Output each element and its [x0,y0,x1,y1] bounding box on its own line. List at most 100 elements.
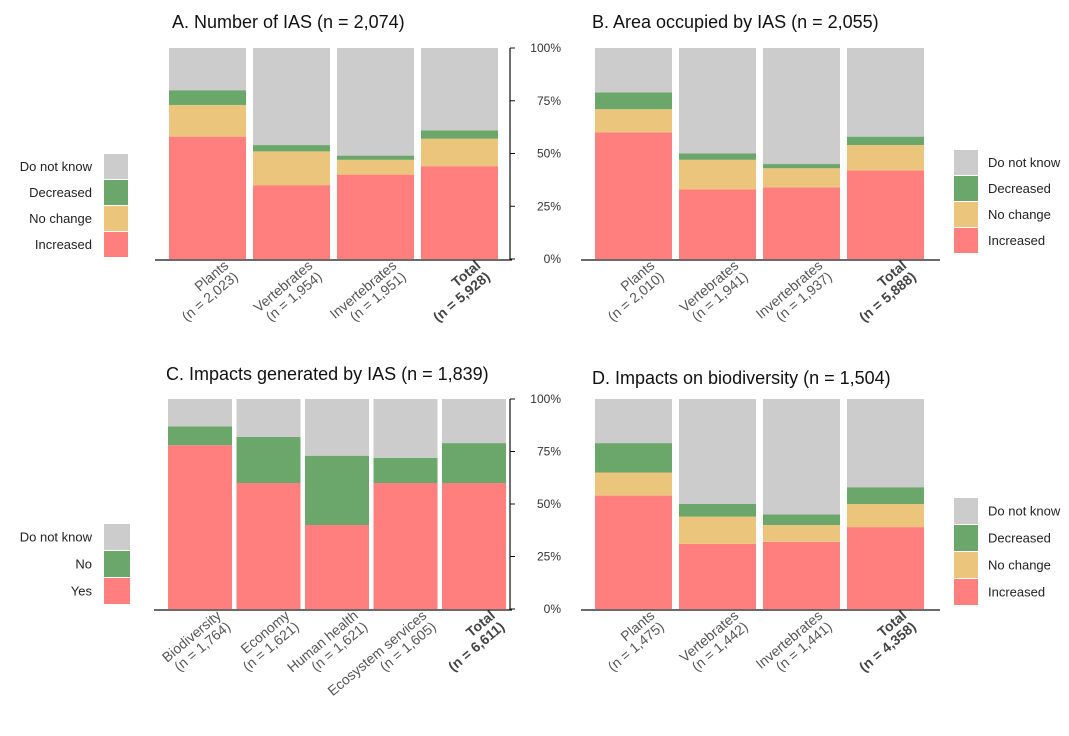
bar-segment-decreased [253,145,330,152]
bar-segment-no-change [847,145,924,171]
y-tick-label: 100% [530,41,561,55]
bar-segment-decreased [763,164,840,169]
bar-segment-do-not-know [847,48,924,137]
category-label: Invertebrates(n = 1,951) [327,257,409,333]
bar-segment-decreased [595,443,672,473]
bar-segment-no-change [679,159,756,190]
bar-segment-increased [763,187,840,259]
bar-segment-do-not-know [421,48,498,131]
bar-segment-no [236,436,301,483]
legend: Yes No Do not know [20,524,130,604]
legend: Increased No change Decreased Do not know [954,150,1061,253]
y-tick-label: 100% [530,392,561,406]
bar-segment-yes [168,445,232,609]
legend-label: No change [29,211,92,226]
bar-segment-increased [847,170,924,259]
bar-segment-increased [763,541,840,609]
category-label: Plants(n = 2,023) [169,257,241,324]
bar-segment-no-change [763,525,840,542]
bar-segment-no-change [421,138,498,167]
legend-swatch [104,180,128,205]
bar-segment-do-not-know [373,399,438,458]
legend-swatch [954,176,978,201]
legend-label: Do not know [988,155,1061,170]
legend-label: Increased [35,237,92,252]
legend-label: Yes [71,584,93,599]
bar-segment-do-not-know [305,399,369,456]
legend-label: Decreased [988,531,1051,546]
bar-segment-do-not-know [253,48,330,146]
bar-segment-decreased [595,92,672,110]
y-tick-label: 50% [537,147,561,161]
bar-segment-no [305,455,369,525]
bar-segment-no-change [679,516,756,544]
legend-label: Do not know [988,504,1061,519]
y-tick-label: 0% [544,252,562,266]
bar-segment-yes [373,483,438,609]
chart-panel-b: B. Area occupied by IAS (n = 2,055) Plant… [581,12,1061,333]
category-label: Vertebrates(n = 1,442) [676,607,751,677]
category-label: Total(n = 4,358) [846,607,918,675]
bar-segment-decreased [847,136,924,146]
bar-segment-do-not-know [763,48,840,165]
bar-segment-do-not-know [679,399,756,504]
category-label: Invertebrates(n = 1,441) [753,607,835,683]
legend-label: Do not know [20,530,93,545]
bar-segment-yes [305,525,369,609]
legend-label: Increased [988,585,1045,600]
category-label: Vertebrates(n = 1,954) [250,257,325,327]
bar-segment-increased [421,166,498,259]
bar-segment-decreased [679,504,756,517]
legend-swatch [954,579,978,605]
legend-label: No [75,557,92,572]
bar-segment-do-not-know [679,48,756,154]
category-label: Invertebrates(n = 1,937) [753,257,835,333]
bar-segment-increased [595,495,672,609]
bar-segment-no-change [595,472,672,496]
bar-segment-no [442,443,506,483]
bar-segment-decreased [763,514,840,525]
bar-segment-do-not-know [763,399,840,515]
chart-title: A. Number of IAS (n = 2,074) [172,12,405,32]
legend-swatch [954,228,978,253]
chart-title: B. Area occupied by IAS (n = 2,055) [592,12,879,32]
chart-title: C. Impacts generated by IAS (n = 1,839) [166,364,489,384]
legend-swatch [104,232,128,257]
bar-segment-no-change [169,104,246,137]
bar-segment-decreased [679,153,756,160]
category-label: Plants(n = 1,475) [595,607,667,674]
bar-segment-no [373,457,438,483]
bar-segment-no [168,426,232,446]
y-tick-label: 50% [537,497,561,511]
y-tick-label: 25% [537,550,561,564]
legend-swatch [954,150,978,175]
legend: Increased No change Decreased Do not know [954,498,1061,605]
bar-segment-increased [595,132,672,259]
bar-segment-yes [442,483,506,609]
bar-segment-decreased [847,487,924,504]
legend-swatch [954,525,978,551]
bar-segment-increased [169,136,246,259]
legend-label: Do not know [20,159,93,174]
chart-panel-a: A. Number of IAS (n = 2,074) Plants(n = 2… [20,12,562,333]
bar-segment-do-not-know [168,399,232,427]
bar-segment-decreased [421,130,498,139]
category-label: Vertebrates(n = 1,941) [676,257,751,327]
bar-segment-do-not-know [236,399,301,437]
bar-segment-no-change [847,504,924,528]
chart-panel-d: D. Impacts on biodiversity (n = 1,504) Pl… [581,368,1061,683]
bar-segment-do-not-know [595,48,672,93]
legend-swatch [954,202,978,227]
bar-segment-no-change [595,109,672,133]
bar-segment-do-not-know [442,399,506,444]
category-label: Plants(n = 2,010) [595,257,667,324]
bar-segment-do-not-know [595,399,672,444]
bar-segment-increased [337,174,414,259]
legend-label: Increased [988,233,1045,248]
y-tick-label: 0% [544,602,562,616]
bar-segment-decreased [169,90,246,105]
bar-segment-no-change [763,168,840,188]
bar-segment-do-not-know [847,399,924,488]
bar-segment-do-not-know [337,48,414,156]
